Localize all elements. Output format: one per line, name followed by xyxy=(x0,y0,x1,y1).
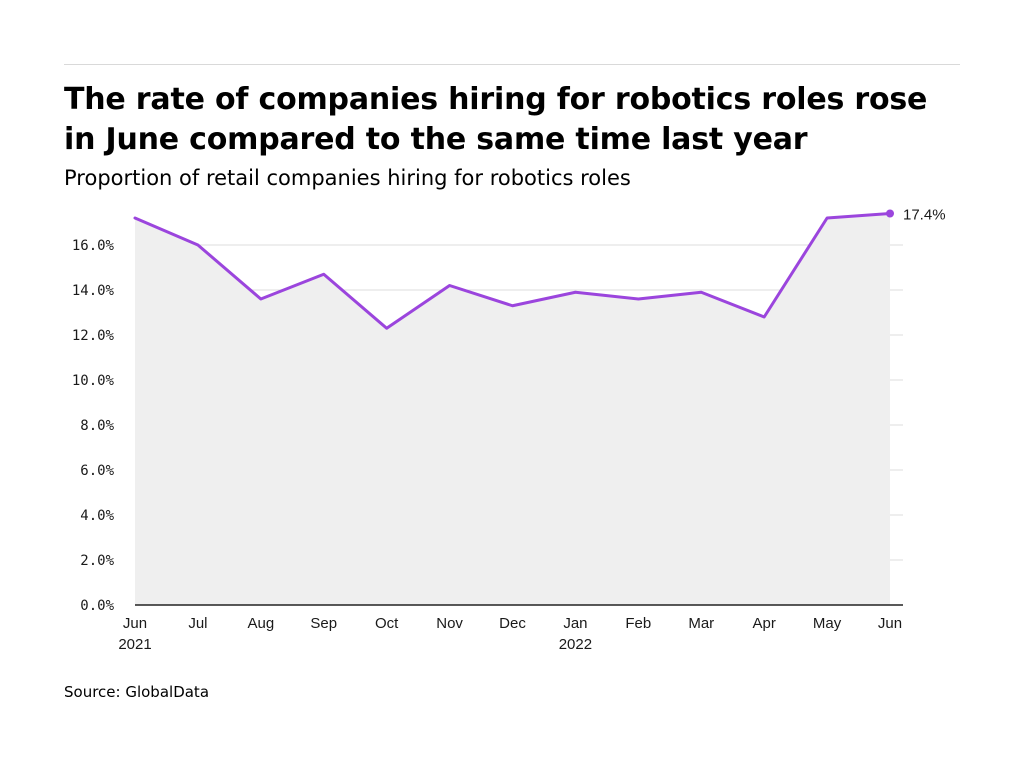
y-tick-label: 6.0% xyxy=(80,463,114,479)
y-tick-label: 4.0% xyxy=(80,508,114,524)
x-tick-label: Jun xyxy=(878,615,902,632)
y-tick-label: 10.0% xyxy=(72,373,115,389)
chart-title: The rate of companies hiring for robotic… xyxy=(64,82,928,157)
x-tick-label: Jan xyxy=(563,615,587,632)
x-tick-label: May xyxy=(813,615,842,632)
chart-subtitle: Proportion of retail companies hiring fo… xyxy=(64,166,631,190)
x-tick-label: Dec xyxy=(499,615,526,632)
y-tick-label: 8.0% xyxy=(80,418,114,434)
series-line xyxy=(133,212,892,330)
top-rule xyxy=(64,64,960,65)
x-tick-label: Oct xyxy=(375,615,399,632)
x-tick-label: Feb xyxy=(625,615,651,632)
x-tick-label: Jul xyxy=(188,615,207,632)
source-note: Source: GlobalData xyxy=(64,683,210,701)
x-year-label: 2021 xyxy=(118,636,151,653)
last-point-marker xyxy=(886,209,894,218)
y-tick-label: 16.0% xyxy=(72,238,115,254)
area-fill xyxy=(135,213,890,605)
y-tick-label: 12.0% xyxy=(72,328,115,344)
last-value-label: 17.4% xyxy=(903,207,946,224)
y-tick-label: 2.0% xyxy=(80,553,114,569)
x-tick-label: Nov xyxy=(436,615,463,632)
x-tick-label: Apr xyxy=(752,615,775,632)
x-tick-label: Sep xyxy=(310,615,337,632)
y-tick-label: 14.0% xyxy=(72,283,115,299)
x-year-label: 2022 xyxy=(559,636,592,653)
y-tick-label: 0.0% xyxy=(80,598,114,614)
x-tick-label: Jun xyxy=(123,615,147,632)
x-tick-label: Mar xyxy=(688,615,714,632)
x-tick-label: Aug xyxy=(247,615,274,632)
